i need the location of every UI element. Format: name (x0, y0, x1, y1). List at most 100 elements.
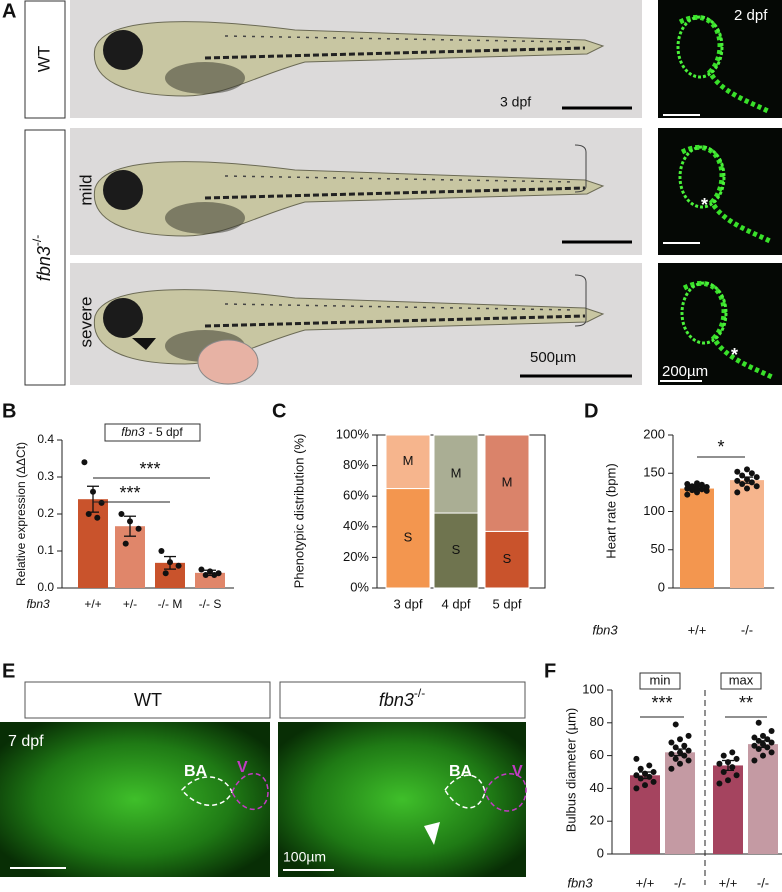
data-point (207, 568, 213, 575)
data-point (720, 752, 727, 759)
y-tick-label: 0 (658, 579, 665, 594)
asterisk: * (731, 345, 738, 365)
x-tick-label: +/+ (636, 875, 655, 890)
scale-label: 200µm (662, 363, 708, 380)
y-tick-label: 0.3 (37, 469, 54, 483)
stage-label: 2 dpf (734, 7, 768, 24)
data-point (729, 749, 736, 756)
data-point (734, 477, 741, 484)
data-point (211, 572, 218, 579)
x-tick-label: -/- S (199, 597, 222, 611)
y-tick-label: 40 (590, 780, 604, 795)
data-point (729, 764, 736, 771)
x-tick-label: +/+ (84, 597, 101, 611)
significance-label: *** (119, 483, 140, 503)
group-label: min (650, 672, 671, 687)
data-point (760, 752, 766, 759)
x-axis-label: fbn3 (592, 622, 618, 637)
data-point (716, 760, 723, 767)
arrowhead (424, 822, 440, 845)
data-point (650, 769, 657, 775)
genotype: -/- (30, 235, 44, 246)
data-point (720, 769, 727, 775)
gene: fbn3 (34, 246, 54, 281)
structure-label: V (237, 759, 248, 776)
data-point (158, 548, 165, 554)
data-point (685, 747, 692, 754)
data-point (681, 752, 688, 759)
data-point (668, 750, 675, 757)
data-point (694, 480, 700, 487)
data-point (668, 765, 675, 772)
data-point (637, 765, 644, 772)
scale-label: 100µm (283, 849, 326, 865)
structure-label: V (512, 763, 523, 780)
data-point (755, 737, 762, 744)
x-tick-label: 5 dpf (493, 596, 522, 611)
y-tick-label: 60% (343, 488, 369, 503)
data-point (162, 570, 169, 577)
data-point (764, 744, 771, 751)
photo (0, 722, 270, 877)
gene: fbn3 (379, 690, 414, 710)
data-point (751, 742, 758, 749)
segment-label: S (503, 551, 512, 566)
row-label: severe (76, 296, 95, 347)
data-point (753, 483, 760, 490)
column-label: WT (134, 690, 162, 710)
significance-label: *** (139, 459, 160, 479)
group-label: max (729, 672, 754, 687)
data-point (98, 499, 105, 506)
stage-label: 3 dpf (500, 94, 531, 110)
bracket (574, 274, 587, 327)
asterisk: * (701, 195, 708, 215)
data-point (202, 572, 209, 579)
data-point (751, 734, 758, 741)
bar-segment (484, 530, 530, 589)
edema (197, 339, 259, 385)
y-tick-label: 150 (643, 465, 665, 480)
data-point (748, 470, 755, 477)
bar-segment (385, 434, 431, 490)
significance-label: ** (739, 693, 753, 713)
data-point (716, 780, 723, 787)
significance-label: * (717, 437, 724, 457)
data-point (85, 511, 92, 517)
data-point (734, 468, 741, 475)
label-box (279, 681, 526, 719)
data-point (733, 772, 740, 779)
data-point (90, 488, 96, 495)
outline (444, 774, 486, 809)
data-point (118, 511, 125, 517)
structure-label: BA (449, 763, 473, 780)
arrowhead (132, 338, 156, 350)
y-axis-label: Relative expression (ΔΔCt) (14, 442, 28, 586)
y-tick-label: 200 (643, 426, 665, 441)
data-point (637, 775, 644, 782)
segment-label: M (451, 465, 462, 480)
data-point (725, 777, 731, 784)
x-tick-label: 3 dpf (394, 596, 423, 611)
data-point (694, 484, 700, 491)
outline (231, 772, 269, 811)
data-point (672, 721, 679, 728)
data-point (642, 770, 648, 777)
panel-label: B (2, 400, 16, 422)
data-point (768, 739, 775, 746)
bar-segment (385, 488, 431, 589)
x-tick-label: -/- M (158, 597, 183, 611)
data-point (135, 525, 142, 532)
data-point (768, 749, 775, 756)
x-tick-label: -/- (674, 875, 686, 890)
data-point (677, 760, 683, 767)
data-point (685, 757, 692, 764)
panel-label: C (272, 400, 286, 422)
data-point (760, 741, 766, 748)
x-tick-label: -/- (741, 622, 753, 637)
panel-label: F (544, 660, 556, 682)
x-tick-label: +/+ (719, 875, 738, 890)
data-point (672, 755, 679, 762)
data-point (122, 540, 129, 547)
segment-label: M (403, 453, 414, 468)
